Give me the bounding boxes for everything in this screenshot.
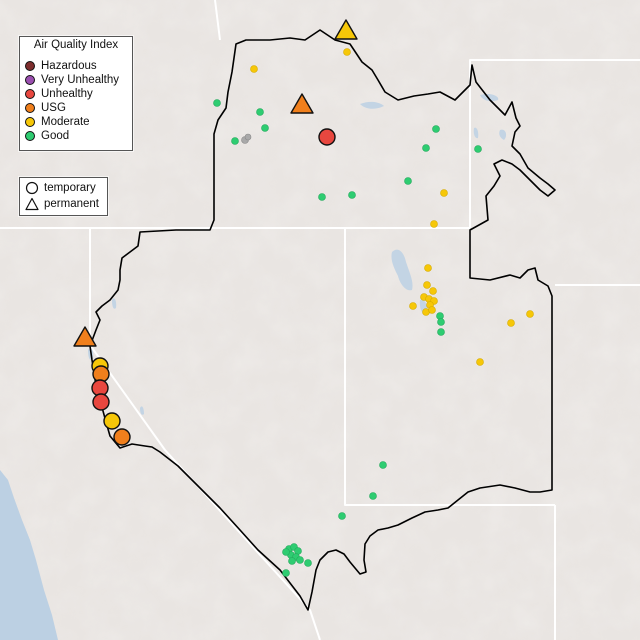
palisades-reservoir bbox=[499, 129, 507, 140]
american-falls-reservoir bbox=[360, 101, 384, 109]
bear-lake bbox=[473, 127, 479, 139]
monitor-moderate-permanent[interactable] bbox=[334, 19, 358, 40]
monitor-usg-permanent[interactable] bbox=[290, 93, 314, 114]
monitor-moderate[interactable] bbox=[250, 65, 258, 73]
legend-item-moderate: Moderate bbox=[25, 115, 90, 129]
legend-label: temporary bbox=[44, 182, 96, 194]
monitor-good[interactable] bbox=[213, 99, 221, 107]
monitor-moderate[interactable] bbox=[424, 264, 432, 272]
monitor-moderate[interactable] bbox=[440, 189, 448, 197]
monitor-moderate[interactable] bbox=[476, 358, 484, 366]
monitor-good[interactable] bbox=[437, 328, 445, 336]
monitor-moderate[interactable] bbox=[423, 281, 431, 289]
monitor-good[interactable] bbox=[432, 125, 440, 133]
monitor-unhealthy-temporary[interactable] bbox=[92, 393, 110, 411]
unhealthy-swatch-icon bbox=[25, 89, 35, 99]
monitor-good[interactable] bbox=[338, 512, 346, 520]
monitor-good[interactable] bbox=[288, 557, 296, 565]
monitor-type-legend: temporary permanent bbox=[19, 177, 108, 216]
monitor-moderate-temporary[interactable] bbox=[103, 412, 121, 430]
monitor-moderate[interactable] bbox=[430, 220, 438, 228]
monitor-good[interactable] bbox=[474, 145, 482, 153]
triangle-marker-icon bbox=[25, 197, 39, 211]
flathead-reservoir bbox=[480, 93, 499, 102]
legend-title: Air Quality Index bbox=[33, 39, 119, 51]
legend-label: USG bbox=[41, 102, 66, 114]
monitor-unhealthy-temporary[interactable] bbox=[318, 128, 336, 146]
monitor-inactive[interactable] bbox=[244, 133, 252, 141]
walker-lake bbox=[140, 406, 144, 415]
legend-label: Good bbox=[41, 130, 70, 142]
monitor-good[interactable] bbox=[231, 137, 239, 145]
monitor-good[interactable] bbox=[348, 191, 356, 199]
legend-label: Hazardous bbox=[41, 60, 97, 72]
monitor-good[interactable] bbox=[261, 124, 269, 132]
legend-item-permanent: permanent bbox=[25, 196, 99, 212]
monitor-good[interactable] bbox=[379, 461, 387, 469]
legend-item-usg: USG bbox=[25, 101, 66, 115]
monitor-good[interactable] bbox=[256, 108, 264, 116]
monitor-good[interactable] bbox=[282, 569, 290, 577]
monitor-good[interactable] bbox=[282, 548, 290, 556]
monitor-usg-permanent[interactable] bbox=[73, 326, 97, 347]
monitor-good[interactable] bbox=[369, 492, 377, 500]
monitor-moderate[interactable] bbox=[428, 306, 436, 314]
legend-item-very-unhealthy: Very Unhealthy bbox=[25, 73, 119, 87]
monitor-good[interactable] bbox=[304, 559, 312, 567]
ocean bbox=[0, 470, 58, 640]
legend-label: permanent bbox=[44, 198, 99, 210]
legend-label: Very Unhealthy bbox=[41, 74, 119, 86]
circle-marker-icon bbox=[25, 181, 39, 195]
hazardous-swatch-icon bbox=[25, 61, 35, 71]
region-outline bbox=[89, 29, 556, 611]
monitor-moderate[interactable] bbox=[429, 287, 437, 295]
monitor-good[interactable] bbox=[404, 177, 412, 185]
moderate-swatch-icon bbox=[25, 117, 35, 127]
monitor-moderate[interactable] bbox=[526, 310, 534, 318]
legend-item-hazardous: Hazardous bbox=[25, 59, 97, 73]
monitor-good[interactable] bbox=[318, 193, 326, 201]
monitor-good[interactable] bbox=[437, 318, 445, 326]
legend-item-unhealthy: Unhealthy bbox=[25, 87, 93, 101]
monitor-moderate[interactable] bbox=[343, 48, 351, 56]
usg-swatch-icon bbox=[25, 103, 35, 113]
monitor-usg-temporary[interactable] bbox=[113, 428, 131, 446]
very-unhealthy-swatch-icon bbox=[25, 75, 35, 85]
pyramid-lake bbox=[112, 298, 117, 309]
monitor-moderate[interactable] bbox=[409, 302, 417, 310]
legend-label: Moderate bbox=[41, 116, 90, 128]
monitor-good[interactable] bbox=[422, 144, 430, 152]
great-salt-lake bbox=[391, 249, 413, 291]
good-swatch-icon bbox=[25, 131, 35, 141]
legend-item-temporary: temporary bbox=[25, 180, 96, 196]
monitor-moderate[interactable] bbox=[507, 319, 515, 327]
monitor-markers bbox=[73, 19, 534, 577]
aqi-legend: Air Quality Index Hazardous Very Unhealt… bbox=[19, 36, 133, 151]
legend-label: Unhealthy bbox=[41, 88, 93, 100]
monitor-good[interactable] bbox=[296, 556, 304, 564]
legend-item-good: Good bbox=[25, 129, 69, 143]
